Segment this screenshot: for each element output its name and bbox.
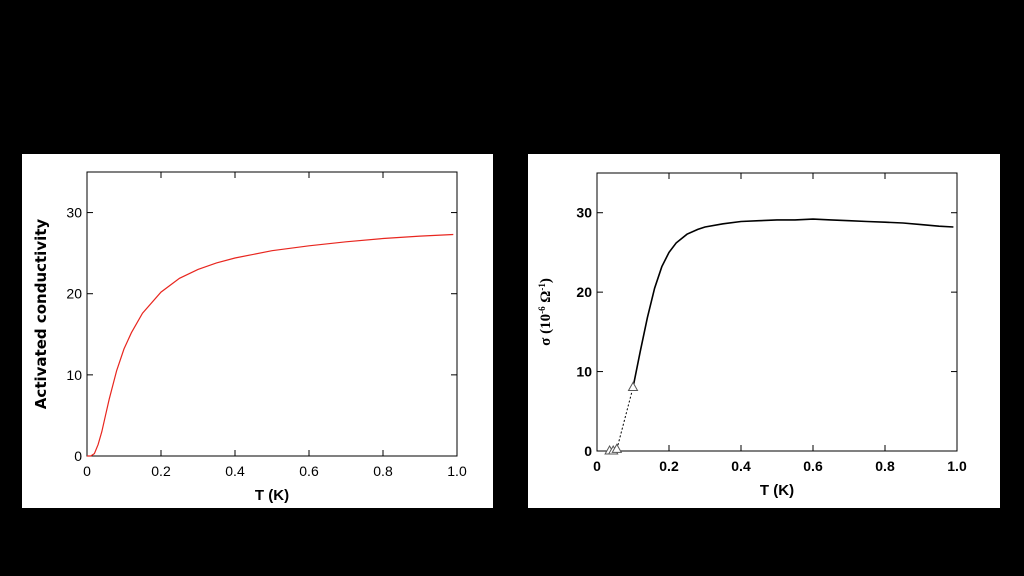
x-tick-label: 0.6	[299, 463, 319, 479]
x-axis-label: T (K)	[255, 487, 289, 504]
y-tick-label: 0	[584, 443, 592, 459]
y-axis-label-part: -1	[537, 283, 547, 291]
x-tick-label: 0.8	[875, 458, 895, 474]
right-chart: 0 0.2 0.4 0.6 0.8 1.0 0 10 20 30 T (K) σ (10-6 Ω-1)	[537, 172, 967, 499]
y-axis-label-part: Ω	[538, 291, 554, 307]
y-tick-label: 20	[66, 286, 82, 302]
x-tick-label: 0.6	[803, 458, 823, 474]
x-tick-label: 0.8	[373, 463, 393, 479]
x-tick-label: 0.4	[225, 463, 245, 479]
y-axis-label-part: )	[538, 278, 554, 283]
y-axis-label-part: -6	[537, 306, 547, 314]
x-tick-label: 0.2	[659, 458, 679, 474]
triangle-marker	[627, 381, 639, 391]
y-tick-label: 30	[66, 205, 82, 221]
y-tick-label: 30	[576, 205, 592, 221]
left-chart-panel: 0 0.2 0.4 0.6 0.8 1.0 0 10 20 30 T (K) Activated co…	[22, 154, 493, 508]
x-axis-label: T (K)	[760, 482, 794, 499]
x-tick-label: 0	[83, 463, 91, 479]
x-tick-label: 0.2	[151, 463, 171, 479]
x-tick-label: 0	[593, 458, 601, 474]
x-tick-label: 1.0	[947, 458, 967, 474]
x-tick-label: 0.4	[731, 458, 751, 474]
y-axis-label: Activated conductivity	[32, 219, 50, 410]
y-axis-label: σ (10-6 Ω-1)	[537, 278, 554, 346]
y-axis-label-part: σ (10	[538, 314, 554, 346]
series-line	[632, 218, 954, 388]
series-line	[87, 233, 454, 457]
right-chart-panel: 0 0.2 0.4 0.6 0.8 1.0 0 10 20 30 T (K) σ (10-6 Ω-1)	[528, 154, 1000, 508]
y-tick-label: 20	[576, 284, 592, 300]
left-chart: 0 0.2 0.4 0.6 0.8 1.0 0 10 20 30 T (K) Activated co…	[32, 171, 467, 504]
y-tick-label: 10	[576, 364, 592, 380]
plot-frame	[86, 171, 458, 457]
x-tick-label: 1.0	[447, 463, 467, 479]
dotted-series-line	[609, 387, 634, 452]
y-tick-label: 10	[66, 367, 82, 383]
plot-frame	[596, 172, 958, 452]
y-tick-label: 0	[74, 448, 82, 464]
triangle-marker	[611, 443, 623, 453]
